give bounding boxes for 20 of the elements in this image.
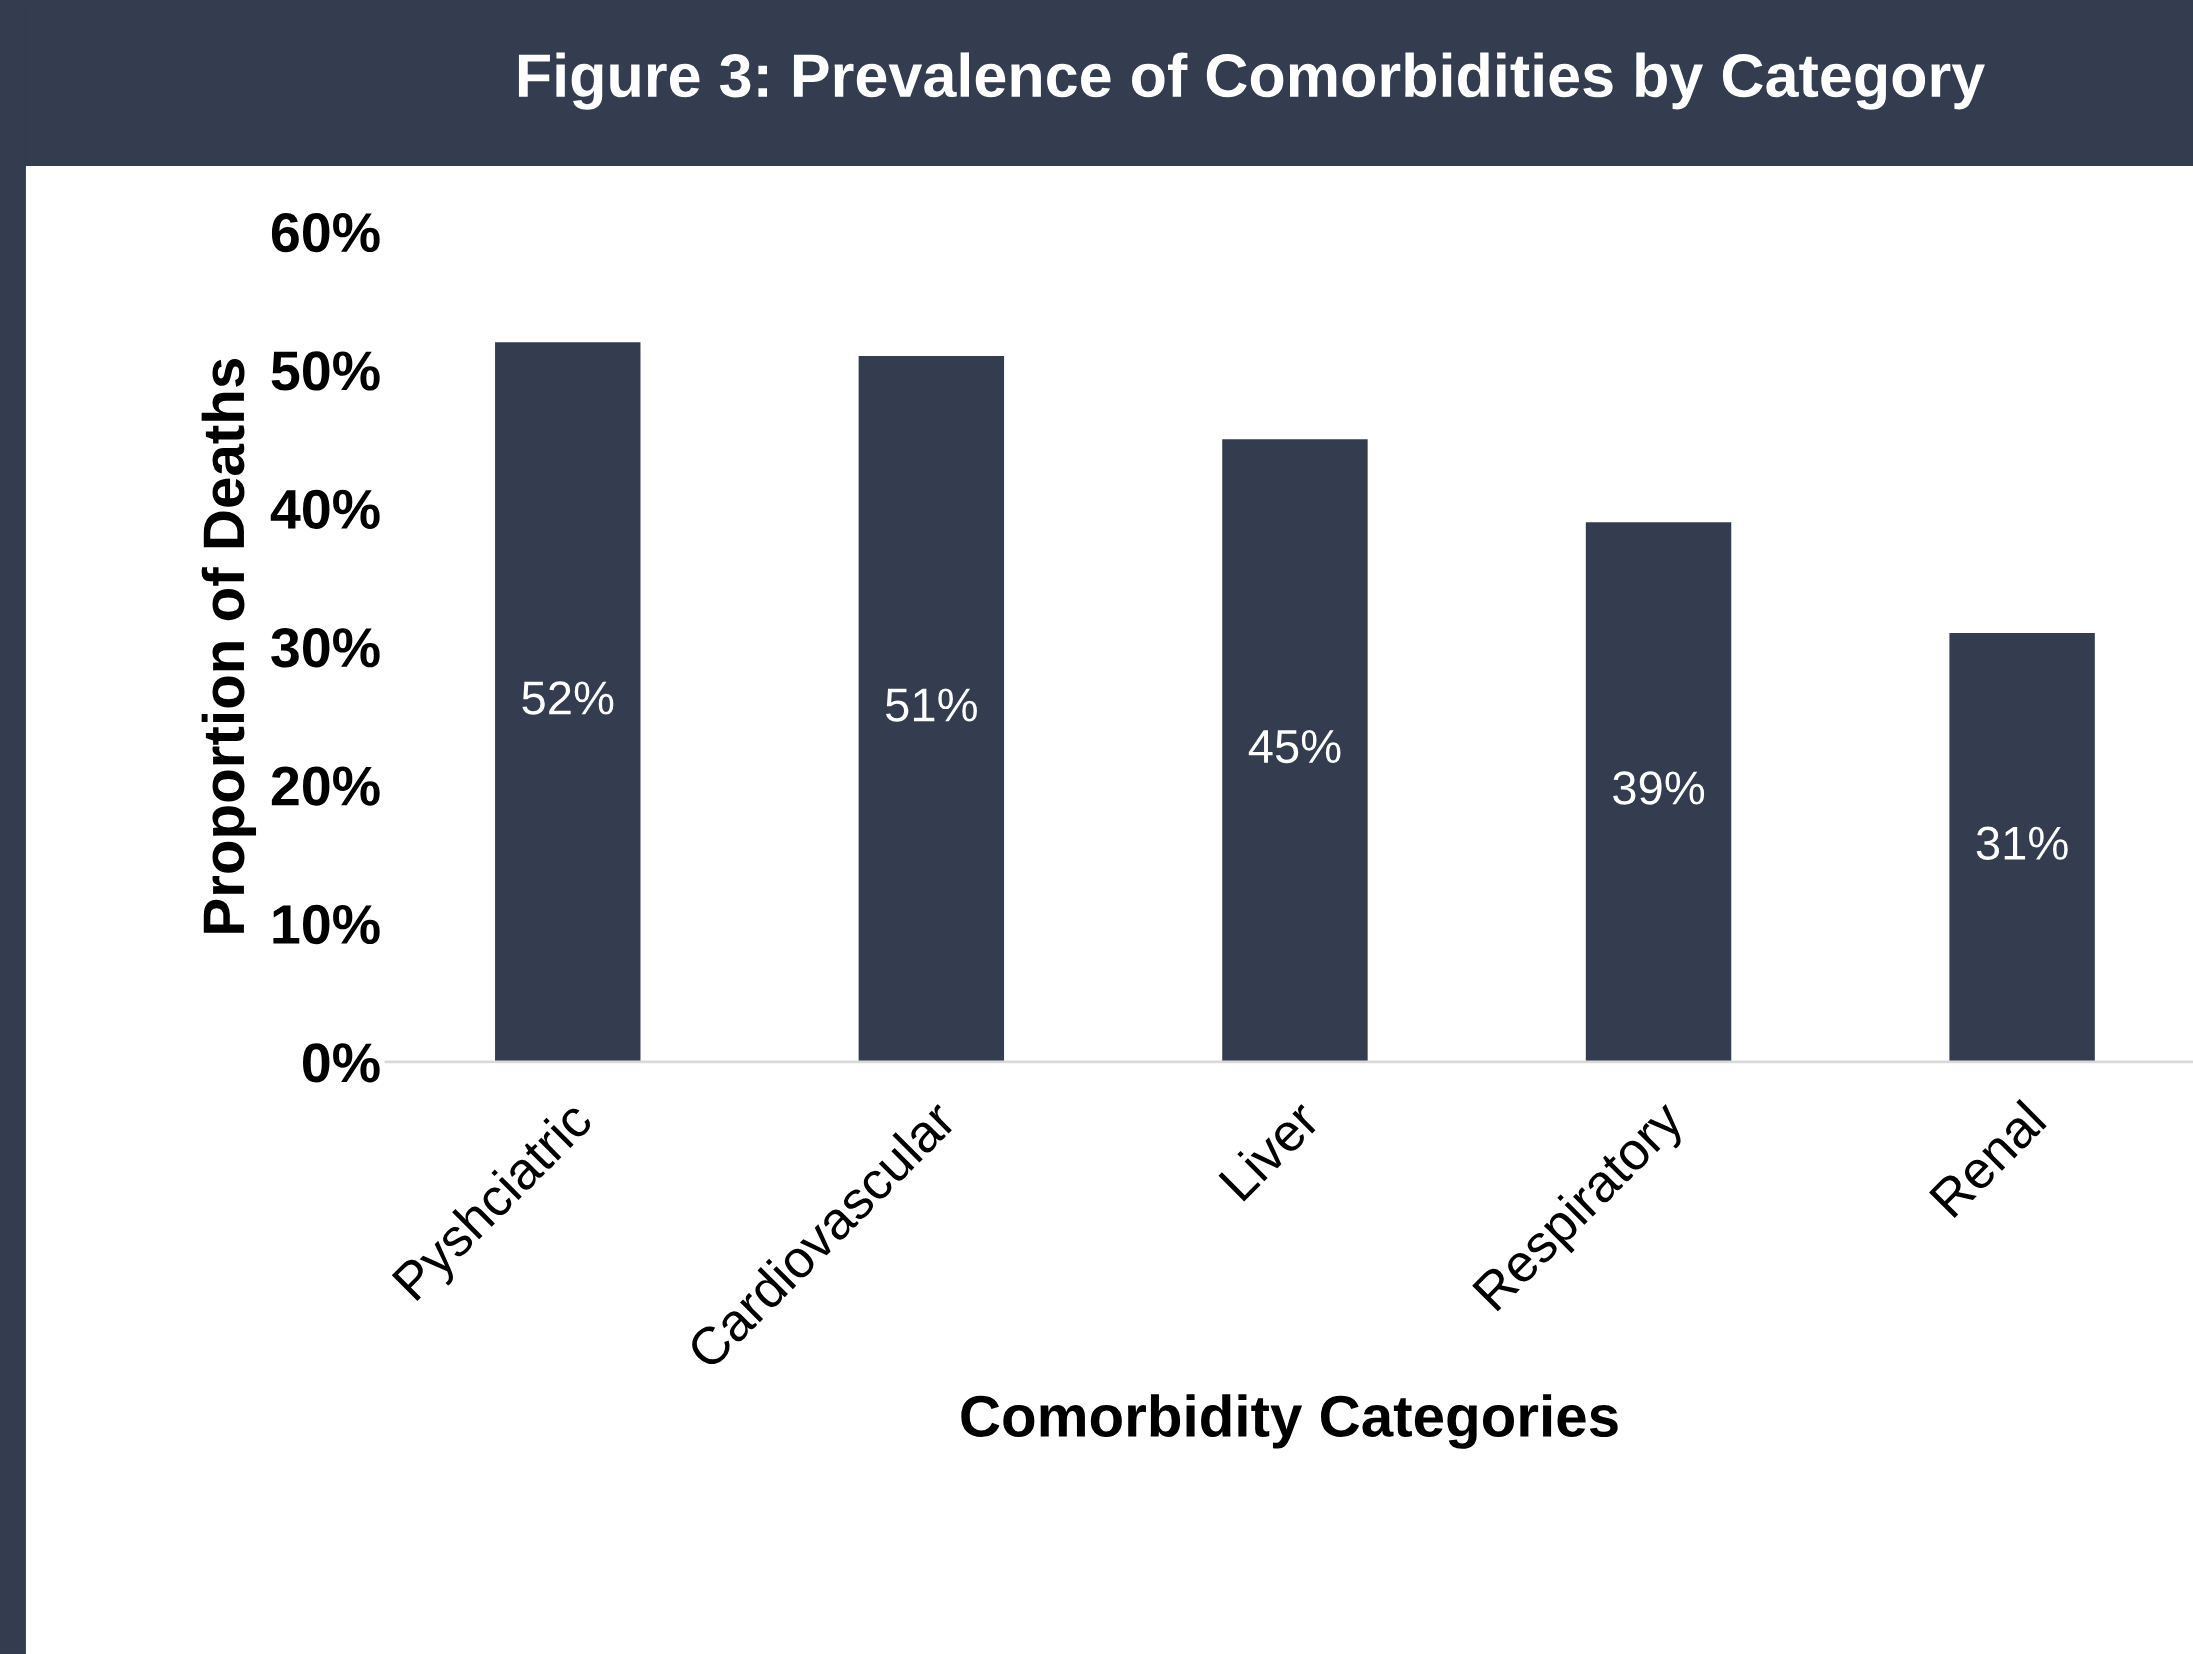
y-tick-label: 20% — [271, 766, 380, 806]
data-label: 31% — [1976, 826, 2068, 861]
y-axis-title: Proportion of Deaths — [201, 359, 257, 933]
bar — [1222, 439, 1368, 1062]
y-tick-label: 60% — [271, 212, 380, 253]
y-tick-label: 0% — [303, 1043, 380, 1083]
data-label: 51% — [885, 688, 977, 722]
y-tick-label: 50% — [271, 351, 380, 391]
data-label: 45% — [1248, 729, 1341, 764]
y-tick-label: 30% — [271, 628, 380, 668]
data-label: 39% — [1613, 771, 1705, 805]
x-axis-title: Comorbidity Categories — [961, 1394, 1618, 1449]
chart-title: Figure 3: Prevalence of Comorbidities by Category — [518, 52, 1985, 110]
y-tick-label: 40% — [270, 489, 380, 530]
data-label: 52% — [522, 681, 614, 715]
bar — [1949, 632, 2095, 1062]
bar — [1585, 522, 1732, 1062]
y-tick-label: 10% — [273, 904, 380, 945]
bar — [858, 356, 1005, 1062]
bar — [495, 342, 641, 1062]
